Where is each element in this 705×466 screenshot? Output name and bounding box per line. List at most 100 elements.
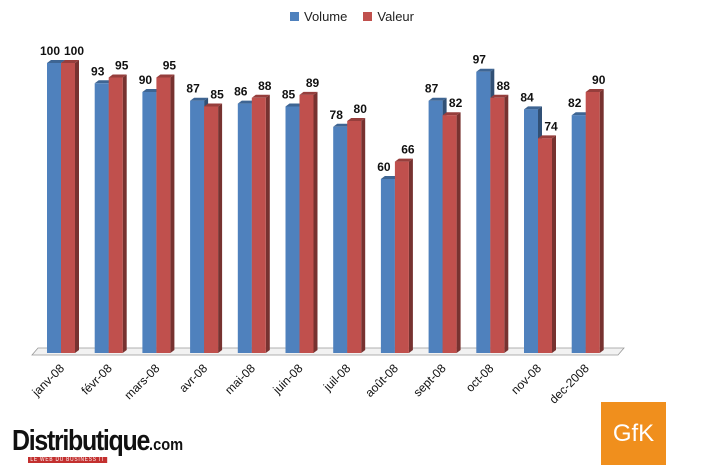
x-tick-label-8: sept-08 <box>411 361 449 399</box>
value-label-volume-0: 100 <box>40 44 60 58</box>
bar-top-volume-7 <box>380 176 399 179</box>
x-tick-label-3: avr-08 <box>176 361 210 395</box>
distributique-wordmark: Distributique.com <box>12 425 183 458</box>
bar-side-valeur-8 <box>456 112 461 353</box>
bar-top-volume-3 <box>190 97 209 101</box>
bar-top-valeur-6 <box>347 118 366 121</box>
bar-top-valeur-3 <box>204 103 223 107</box>
value-label-valeur-6: 80 <box>354 102 368 116</box>
distributique-domain: .com <box>149 435 184 454</box>
legend-item-volume: Volume <box>290 9 347 24</box>
value-label-valeur-3: 85 <box>210 88 224 102</box>
bar-top-volume-11 <box>571 112 590 116</box>
value-label-valeur-2: 95 <box>163 59 177 73</box>
bar-volume-3 <box>190 100 205 353</box>
bar-top-valeur-0 <box>61 60 79 63</box>
bar-top-valeur-8 <box>442 112 461 116</box>
bar-volume-4 <box>237 103 252 353</box>
value-label-valeur-5: 89 <box>306 76 320 90</box>
bar-valeur-4 <box>251 97 266 353</box>
floor-plane <box>31 347 625 356</box>
bar-side-valeur-0 <box>75 60 79 353</box>
legend-label-volume: Volume <box>304 9 348 24</box>
bar-top-volume-5 <box>285 103 304 107</box>
legend-swatch-volume <box>290 12 299 21</box>
bar-side-valeur-9 <box>504 94 509 354</box>
bar-valeur-8 <box>442 115 457 353</box>
bar-top-volume-8 <box>428 97 447 101</box>
bar-top-valeur-9 <box>490 94 509 98</box>
chart-bars <box>47 60 604 354</box>
bar-volume-1 <box>94 83 109 354</box>
bar-side-valeur-7 <box>408 158 413 353</box>
value-label-volume-1: 93 <box>91 64 105 78</box>
bar-top-valeur-11 <box>585 89 604 92</box>
x-tick-label-5: juin-08 <box>270 361 306 397</box>
bar-valeur-0 <box>61 63 75 353</box>
value-label-valeur-9: 88 <box>497 79 511 93</box>
bar-volume-6 <box>333 126 348 353</box>
x-tick-label-10: nov-08 <box>508 361 544 397</box>
x-tick-label-0: janv-08 <box>29 361 68 400</box>
gfk-logo: GfK <box>601 402 666 465</box>
value-label-volume-4: 86 <box>234 85 248 99</box>
value-label-volume-10: 84 <box>520 90 534 104</box>
bar-side-valeur-2 <box>170 74 175 353</box>
bar-top-volume-4 <box>237 100 256 104</box>
bar-valeur-2 <box>156 77 171 353</box>
chart-value-labels: 100 100 93 95 90 95 87 85 86 88 85 89 78 80 60 66 87 82 97… <box>40 44 606 174</box>
bar-volume-11 <box>571 115 586 353</box>
bar-valeur-1 <box>108 77 123 353</box>
bar-valeur-7 <box>394 161 409 353</box>
value-label-valeur-8: 82 <box>449 96 463 110</box>
bar-volume-8 <box>428 100 443 353</box>
chart-legend: Volume Valeur <box>290 9 414 24</box>
x-tick-label-9: oct-08 <box>463 361 497 395</box>
bar-valeur-6 <box>347 121 362 353</box>
bar-volume-9 <box>476 71 491 353</box>
bar-side-valeur-4 <box>265 94 270 354</box>
value-label-volume-3: 87 <box>186 82 200 96</box>
bar-top-volume-1 <box>94 80 113 84</box>
bar-side-valeur-10 <box>552 135 556 353</box>
gfk-logo-text: GfK <box>612 419 655 447</box>
value-label-volume-11: 82 <box>568 96 582 110</box>
value-label-valeur-10: 74 <box>544 119 558 133</box>
bar-side-valeur-3 <box>218 103 223 353</box>
x-tick-label-7: août-08 <box>362 361 401 400</box>
value-label-volume-5: 85 <box>282 88 296 102</box>
bar-top-valeur-7 <box>394 158 413 162</box>
x-tick-label-1: févr-08 <box>79 361 116 398</box>
value-label-valeur-7: 66 <box>401 143 415 157</box>
bar-valeur-11 <box>585 92 600 353</box>
bar-top-valeur-2 <box>156 74 175 78</box>
bar-side-valeur-5 <box>313 91 318 354</box>
distributique-name: Distributique <box>12 425 150 457</box>
chart-floor <box>31 347 625 356</box>
legend-item-valeur: Valeur <box>363 9 414 24</box>
legend-label-valeur: Valeur <box>377 9 414 24</box>
bar-side-valeur-1 <box>122 74 127 353</box>
value-label-volume-8: 87 <box>425 82 439 96</box>
distributique-tagline: LE WEB DU BUSINESS IT <box>28 457 108 463</box>
bar-top-valeur-5 <box>299 91 318 95</box>
bar-valeur-9 <box>490 97 505 353</box>
bar-side-valeur-11 <box>599 89 604 353</box>
x-tick-label-11: dec-2008 <box>547 361 593 407</box>
value-label-valeur-11: 90 <box>592 73 606 87</box>
bar-valeur-5 <box>299 94 314 354</box>
value-label-volume-9: 97 <box>473 53 487 67</box>
value-label-valeur-1: 95 <box>115 59 129 73</box>
chart-tick-labels: janv-08 févr-08 mars-08 avr-08 mai-08 juin-08… <box>29 361 592 407</box>
bar-top-volume-6 <box>333 123 352 127</box>
value-label-volume-7: 60 <box>377 160 391 174</box>
bar-volume-7 <box>380 179 395 353</box>
bar-volume-10 <box>524 109 538 354</box>
bar-valeur-10 <box>538 138 552 353</box>
bar-side-valeur-6 <box>361 118 366 353</box>
bar-top-valeur-1 <box>108 74 127 78</box>
bar-top-volume-0 <box>47 60 65 63</box>
bar-volume-5 <box>285 106 300 353</box>
bar-valeur-3 <box>204 106 219 353</box>
